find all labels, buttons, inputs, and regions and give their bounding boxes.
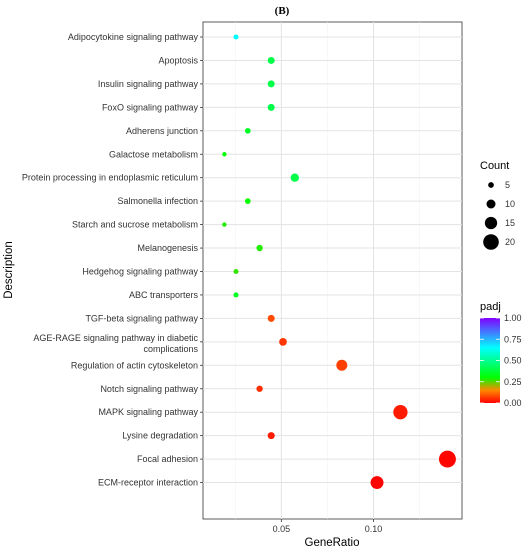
y-tick-label: ABC transporters (129, 290, 199, 300)
y-tick-label: Starch and sucrose metabolism (72, 220, 198, 230)
y-tick-label: ECM-receptor interaction (98, 478, 198, 488)
y-tick-label: Focal adhesion (137, 454, 198, 464)
count-legend-label: 5 (505, 180, 510, 190)
y-tick-label: Apoptosis (158, 55, 198, 65)
data-point (233, 268, 239, 275)
y-tick-label: Protein processing in endoplasmic reticu… (22, 173, 198, 183)
data-point (267, 80, 275, 88)
plot-panel (202, 21, 463, 520)
data-point (244, 198, 251, 204)
data-point (279, 338, 287, 346)
count-legend-label: 20 (505, 237, 515, 247)
x-tick-labels: 0.05 0.10 (273, 519, 383, 534)
count-legend-title: Count (480, 160, 509, 172)
y-tick-label: FoxO signaling pathway (102, 102, 199, 112)
x-tick-label: 0.10 (365, 524, 383, 534)
y-tick-label: Hedgehog signaling pathway (82, 267, 198, 277)
data-point (370, 476, 384, 490)
padj-tick-label: 0.25 (504, 377, 522, 387)
data-point (267, 103, 275, 111)
padj-legend: padj 1.00 0.75 0.50 0.25 0.00 (480, 301, 522, 408)
y-tick-label: AGE-RAGE signaling pathway in diabetic co… (33, 333, 198, 354)
y-tick-label: Lysine degradation (122, 431, 198, 441)
y-tick-label: TGF-beta signaling pathway (85, 313, 198, 323)
x-axis-title: GeneRatio (305, 537, 360, 549)
panel-title: (B) (275, 5, 290, 17)
data-point (222, 222, 227, 227)
padj-tick-label: 0.00 (504, 398, 522, 408)
y-tick-label: Insulin signaling pathway (98, 79, 199, 89)
y-tick-label: Galactose metabolism (109, 149, 198, 159)
count-legend-label: 10 (505, 199, 515, 209)
count-legend-dot (486, 199, 496, 209)
data-point (233, 292, 239, 298)
data-point (336, 359, 348, 371)
data-point (290, 173, 299, 182)
padj-colorbar (480, 318, 500, 403)
y-tick-label: Adherens junction (126, 126, 198, 136)
data-point (267, 314, 275, 322)
y-tick-label: Notch signaling pathway (100, 384, 198, 394)
data-point (233, 34, 239, 40)
count-legend-dot (483, 234, 499, 250)
y-tick-label: Melanogenesis (137, 243, 198, 253)
count-legend-dot (484, 216, 498, 230)
padj-legend-title: padj (480, 301, 501, 313)
y-tick-label: MAPK signaling pathway (98, 407, 198, 417)
padj-tick-label: 1.00 (504, 313, 522, 323)
data-point (256, 385, 263, 392)
data-point (438, 450, 456, 468)
y-tick-label: Adipocytokine signaling pathway (68, 32, 199, 42)
count-legend: Count 5 10 15 20 (480, 160, 515, 250)
data-point (267, 56, 275, 64)
x-tick-label: 0.05 (273, 524, 291, 534)
data-points (222, 34, 456, 490)
data-point (244, 127, 251, 134)
y-tick-label: Salmonella infection (117, 196, 198, 206)
data-point (393, 405, 408, 420)
data-point (267, 432, 275, 440)
count-legend-label: 15 (505, 218, 515, 228)
padj-tick-label: 0.75 (504, 334, 522, 344)
data-point (222, 152, 227, 157)
grid-lines (203, 22, 462, 519)
y-tick-label: Regulation of actin cytoskeleton (71, 360, 198, 370)
count-legend-dot (488, 182, 494, 188)
y-axis-title: Description (3, 241, 15, 299)
padj-tick-label: 0.50 (504, 356, 522, 366)
data-point (256, 244, 263, 252)
y-tick-labels: Adipocytokine signaling pathway Apoptosis… (22, 32, 203, 488)
